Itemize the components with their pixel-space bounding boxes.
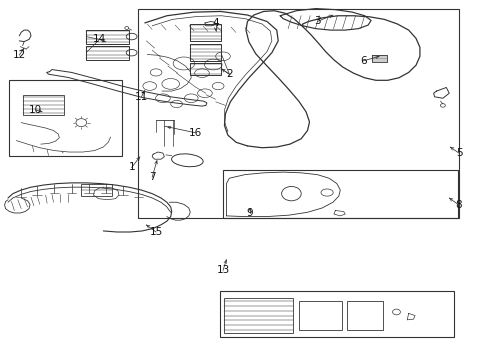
Text: 3: 3 xyxy=(314,17,320,27)
Text: 8: 8 xyxy=(456,200,463,210)
Text: 10: 10 xyxy=(29,105,43,115)
Text: 1: 1 xyxy=(128,162,135,172)
Text: 12: 12 xyxy=(13,50,26,60)
Bar xyxy=(139,9,459,218)
Bar xyxy=(346,301,383,330)
Text: 2: 2 xyxy=(226,69,233,79)
Bar xyxy=(9,80,122,156)
Text: 6: 6 xyxy=(360,56,367,66)
Bar xyxy=(86,46,129,59)
Text: 15: 15 xyxy=(149,227,163,237)
Bar xyxy=(23,95,64,116)
Bar xyxy=(86,30,129,44)
Bar xyxy=(190,24,220,41)
Bar xyxy=(224,298,293,333)
Bar xyxy=(223,170,458,218)
Bar xyxy=(299,301,342,330)
Text: 9: 9 xyxy=(246,208,253,218)
Bar xyxy=(220,291,454,337)
Bar xyxy=(190,63,220,75)
Text: 13: 13 xyxy=(217,265,230,275)
Text: 11: 11 xyxy=(135,92,148,102)
Text: 14: 14 xyxy=(93,35,106,44)
Text: 16: 16 xyxy=(189,128,202,138)
Text: 4: 4 xyxy=(212,18,219,28)
Bar xyxy=(81,184,112,196)
Bar xyxy=(190,44,220,61)
Text: 5: 5 xyxy=(456,148,463,158)
Text: 7: 7 xyxy=(149,172,155,182)
